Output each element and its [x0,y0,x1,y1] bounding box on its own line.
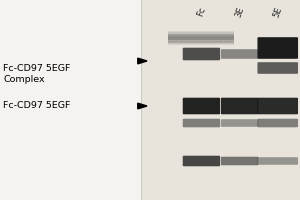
Bar [168,41,234,43]
Bar [168,31,234,33]
Text: Fc: Fc [196,6,207,18]
Bar [168,36,234,38]
FancyBboxPatch shape [221,49,258,59]
Bar [168,34,234,36]
Bar [168,40,234,43]
Bar [168,38,234,40]
Bar [168,40,234,42]
Text: 3E: 3E [233,6,246,19]
Polygon shape [138,103,147,109]
FancyBboxPatch shape [221,98,258,114]
Bar [168,42,234,44]
FancyBboxPatch shape [183,48,220,60]
Bar [168,35,234,37]
FancyBboxPatch shape [221,119,258,127]
Bar [168,36,234,38]
FancyBboxPatch shape [257,37,298,59]
Polygon shape [138,58,147,64]
FancyBboxPatch shape [183,98,220,114]
Bar [168,43,234,45]
Bar [168,39,234,41]
FancyBboxPatch shape [183,119,220,127]
Bar [168,43,234,45]
Bar [168,32,234,34]
Text: Fc-CD97 5EGF
Complex: Fc-CD97 5EGF Complex [3,64,70,84]
Text: Fc-CD97 5EGF: Fc-CD97 5EGF [3,102,70,110]
Bar [168,44,234,46]
Bar [168,38,234,40]
FancyBboxPatch shape [183,156,220,166]
Bar [0,0,141,200]
FancyBboxPatch shape [257,62,298,74]
Text: 5E: 5E [272,6,284,19]
Bar [141,0,300,200]
Bar [168,33,234,35]
Bar [168,37,234,39]
FancyBboxPatch shape [257,157,298,165]
FancyBboxPatch shape [221,157,258,165]
Bar [168,33,234,36]
FancyBboxPatch shape [257,119,298,127]
FancyBboxPatch shape [257,98,298,114]
Bar [168,31,234,33]
